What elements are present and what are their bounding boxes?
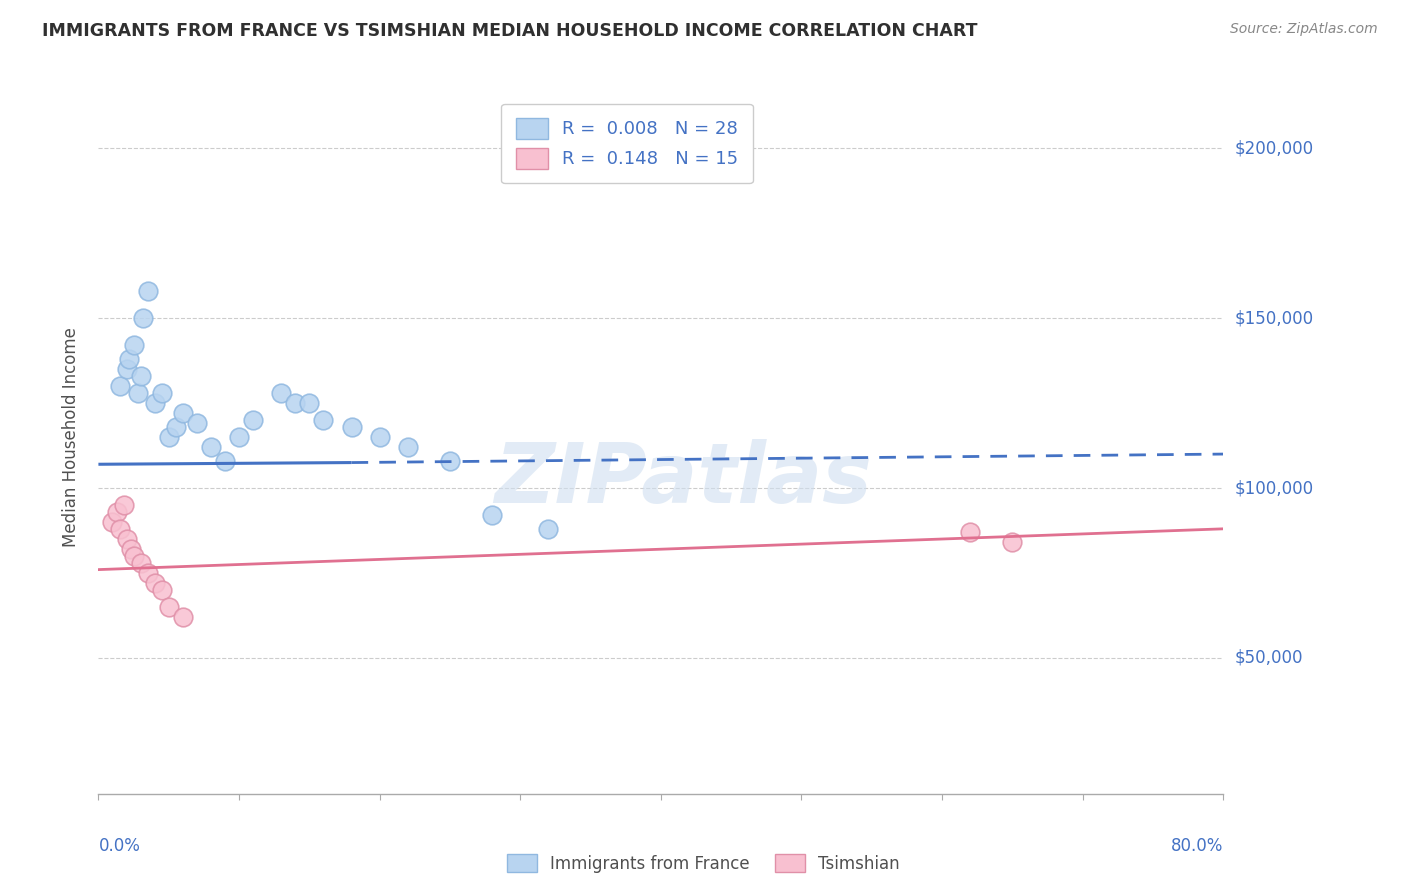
Point (439, 454, 461, 468)
Point (118, 351, 141, 366)
Point (368, 430, 391, 444)
Point (214, 454, 236, 468)
Point (105, 505, 128, 519)
Text: 0.0%: 0.0% (98, 837, 141, 855)
Point (120, 542, 142, 557)
Point (959, 525, 981, 540)
Text: $150,000: $150,000 (1234, 310, 1313, 327)
Point (200, 440, 222, 454)
Point (228, 430, 250, 444)
Text: $50,000: $50,000 (1234, 649, 1303, 667)
Point (108, 379, 131, 393)
Point (129, 368, 152, 383)
Point (122, 549, 145, 563)
Point (132, 311, 155, 326)
Point (396, 440, 419, 454)
Point (340, 420, 363, 434)
Y-axis label: Median Household Income: Median Household Income (62, 327, 80, 547)
Point (157, 430, 180, 444)
Text: 80.0%: 80.0% (1171, 837, 1223, 855)
Point (165, 420, 187, 434)
Point (143, 576, 166, 591)
Text: $200,000: $200,000 (1234, 139, 1313, 157)
Point (242, 413, 264, 427)
Point (115, 532, 138, 546)
Legend: R =  0.008   N = 28, R =  0.148   N = 15: R = 0.008 N = 28, R = 0.148 N = 15 (501, 103, 754, 183)
Point (312, 413, 335, 427)
Point (150, 582, 173, 597)
Point (101, 515, 124, 529)
Point (127, 385, 149, 400)
Point (129, 556, 152, 570)
Point (136, 566, 159, 580)
Point (537, 522, 560, 536)
Legend: Immigrants from France, Tsimshian: Immigrants from France, Tsimshian (501, 847, 905, 880)
Text: ZIPatlas: ZIPatlas (495, 440, 872, 520)
Point (270, 385, 292, 400)
Point (112, 498, 135, 512)
Point (150, 385, 173, 400)
Point (284, 396, 307, 410)
Point (157, 599, 180, 614)
Point (122, 338, 145, 352)
Point (186, 417, 208, 431)
Text: $100,000: $100,000 (1234, 479, 1313, 497)
Point (108, 522, 131, 536)
Point (143, 396, 166, 410)
Point (1001, 535, 1024, 549)
Text: IMMIGRANTS FROM FRANCE VS TSIMSHIAN MEDIAN HOUSEHOLD INCOME CORRELATION CHART: IMMIGRANTS FROM FRANCE VS TSIMSHIAN MEDI… (42, 22, 977, 40)
Point (298, 396, 321, 410)
Point (481, 508, 503, 523)
Text: Source: ZipAtlas.com: Source: ZipAtlas.com (1230, 22, 1378, 37)
Point (172, 406, 194, 420)
Point (115, 362, 138, 376)
Point (136, 284, 159, 298)
Point (172, 610, 194, 624)
